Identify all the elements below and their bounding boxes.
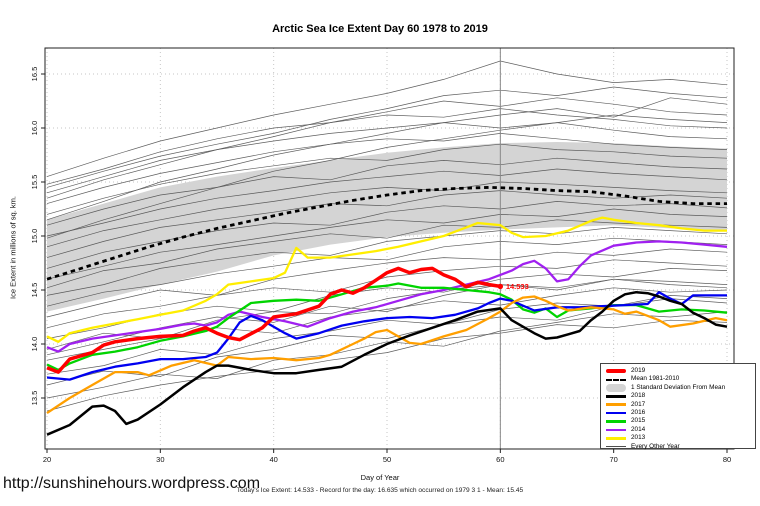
legend-swatch-line-icon: [606, 437, 626, 440]
axes: 20 30 40 50 60 70 80 13.5 14.0 14.5 15.0 15.5 16.0 16…: [30, 67, 731, 464]
x-tick-label: 40: [269, 455, 277, 464]
y-tick-label: 16.0: [30, 121, 39, 136]
legend-label: 2018: [631, 392, 646, 400]
legend-label: Every Other Year: [631, 442, 680, 450]
series-2014: [46, 240, 728, 353]
legend-label: 2016: [631, 408, 646, 416]
x-tick-label: 70: [609, 455, 617, 464]
legend-swatch-line-icon: [606, 420, 626, 423]
legend-swatch-dashed-icon: [606, 378, 626, 381]
y-axis-label: Ice Extent in millions of sq. km.: [8, 196, 18, 299]
legend-label: Mean 1981-2010: [631, 375, 680, 383]
legend-item: 2016: [606, 409, 755, 417]
series-2016: [46, 291, 727, 381]
legend-item: 2019: [606, 367, 755, 375]
legend-swatch-line-icon: [606, 428, 626, 432]
legend-swatch-line-icon: [606, 395, 626, 398]
latest-point-dot: [497, 283, 504, 290]
legend-swatch-line-icon: [606, 411, 626, 415]
legend-item: 2018: [606, 392, 755, 400]
legend-item: Mean 1981-2010: [606, 375, 755, 383]
legend-item: 2013: [606, 434, 755, 442]
legend-item: 2017: [606, 401, 755, 409]
legend-item: Every Other Year: [606, 443, 755, 451]
legend-item: 2015: [606, 417, 755, 425]
y-tick-label: 13.5: [30, 391, 39, 406]
series-2013: [46, 216, 727, 343]
legend-label: 2015: [631, 417, 646, 425]
y-tick-label: 15.5: [30, 175, 39, 190]
chart-title: Arctic Sea Ice Extent Day 60 1978 to 201…: [272, 23, 488, 35]
chart-caption: Today's Ice Extent: 14.533 - Record for …: [236, 487, 524, 494]
legend-item: 1 Standard Deviation From Mean: [606, 384, 755, 392]
series-2018: [46, 290, 728, 436]
y-tick-label: 14.5: [30, 283, 39, 298]
y-tick-label: 15.0: [30, 229, 39, 244]
x-tick-label: 80: [723, 455, 731, 464]
legend-label: 1 Standard Deviation From Mean: [631, 383, 726, 391]
y-tick-label: 14.0: [30, 337, 39, 352]
x-tick-label: 20: [43, 455, 51, 464]
legend-swatch-band-icon: [606, 383, 626, 392]
x-tick-label: 60: [496, 455, 504, 464]
legend-swatch-thick-icon: [606, 369, 626, 374]
legend-label: 2017: [631, 400, 646, 408]
x-tick-label: 50: [383, 455, 391, 464]
legend-label: 2014: [631, 425, 646, 433]
legend-label: 2019: [631, 366, 646, 374]
x-tick-label: 30: [156, 455, 164, 464]
plot-border: [44, 47, 735, 450]
latest-value-annotation: 14.533: [506, 282, 529, 291]
legend-label: 2013: [631, 434, 646, 442]
legend-item: 2014: [606, 426, 755, 434]
legend-swatch-thin-icon: [606, 446, 626, 448]
mean-line: [46, 185, 727, 281]
series-2017: [46, 295, 728, 415]
y-tick-label: 16.5: [30, 67, 39, 82]
watermark-url: http://sunshinehours.wordpress.com: [3, 475, 261, 492]
series-2019: [46, 266, 501, 374]
legend-swatch-line-icon: [606, 403, 626, 407]
legend: 2019 Mean 1981-2010 1 Standard Deviation F…: [600, 363, 756, 449]
x-axis-label: Day of Year: [360, 473, 400, 482]
